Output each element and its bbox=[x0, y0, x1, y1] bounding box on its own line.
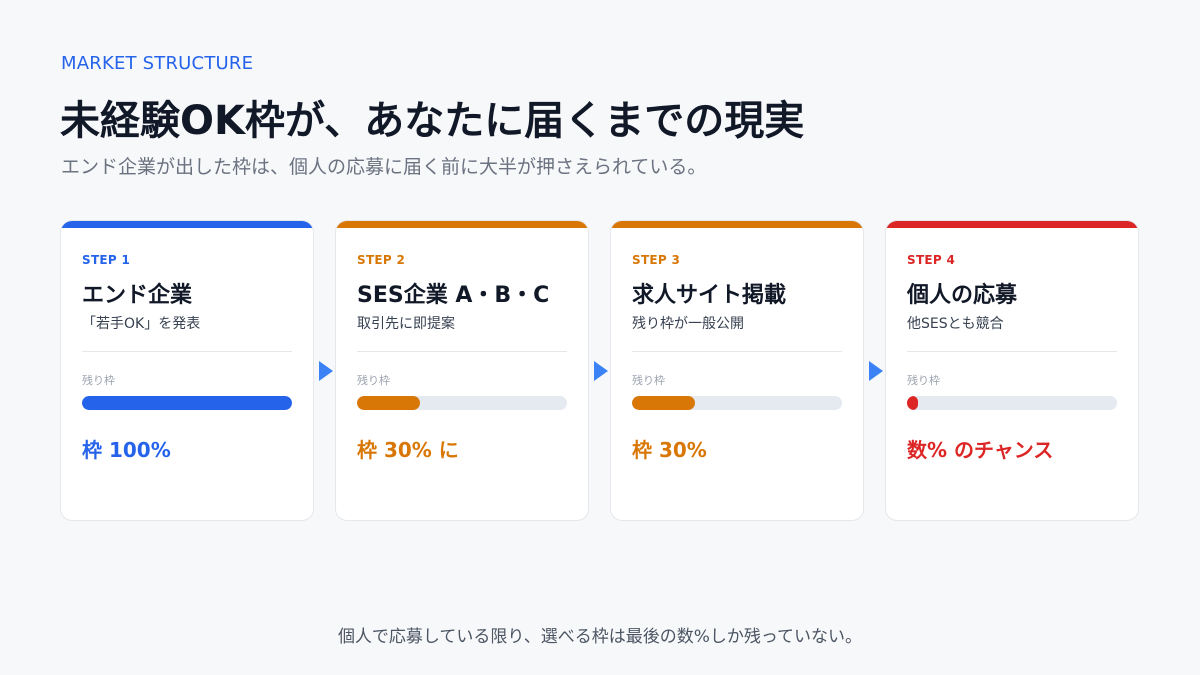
step-card-3: STEP 3 求人サイト掲載 残り枠が一般公開 残り枠 枠 30% bbox=[610, 220, 864, 521]
step-result: 数% のチャンス bbox=[907, 438, 1054, 462]
arrow-right-icon bbox=[869, 361, 883, 381]
remaining-label: 残り枠 bbox=[357, 374, 390, 387]
step-result: 枠 30% に bbox=[357, 438, 459, 462]
divider bbox=[357, 351, 567, 352]
divider bbox=[632, 351, 842, 352]
step-number: STEP 2 bbox=[357, 253, 406, 267]
divider bbox=[82, 351, 292, 352]
remaining-progress-track bbox=[82, 396, 292, 410]
card-accent-bar bbox=[61, 221, 313, 228]
step-title: 個人の応募 bbox=[907, 283, 1018, 308]
step-number: STEP 3 bbox=[632, 253, 681, 267]
remaining-progress-fill bbox=[632, 396, 695, 410]
step-number: STEP 1 bbox=[82, 253, 131, 267]
footer-note: 個人で応募している限り、選べる枠は最後の数%しか残っていない。 bbox=[337, 627, 863, 647]
step-result: 枠 100% bbox=[82, 438, 171, 462]
step-card-4: STEP 4 個人の応募 他SESとも競合 残り枠 数% のチャンス bbox=[885, 220, 1139, 521]
step-title: エンド企業 bbox=[82, 283, 193, 308]
remaining-progress-fill bbox=[82, 396, 292, 410]
step-description: 「若手OK」を発表 bbox=[82, 316, 201, 332]
remaining-progress-fill bbox=[907, 396, 918, 410]
remaining-progress-track bbox=[632, 396, 842, 410]
page-title: 未経験OK枠が、あなたに届くまでの現実 bbox=[60, 98, 805, 144]
card-accent-bar bbox=[611, 221, 863, 228]
card-accent-bar bbox=[886, 221, 1138, 228]
eyebrow-label: MARKET STRUCTURE bbox=[61, 53, 254, 74]
step-description: 他SESとも競合 bbox=[907, 316, 1004, 332]
step-result: 枠 30% bbox=[632, 438, 707, 462]
step-card-1: STEP 1 エンド企業 「若手OK」を発表 残り枠 枠 100% bbox=[60, 220, 314, 521]
arrow-right-icon bbox=[594, 361, 608, 381]
remaining-progress-fill bbox=[357, 396, 420, 410]
remaining-label: 残り枠 bbox=[82, 374, 115, 387]
card-accent-bar bbox=[336, 221, 588, 228]
arrow-right-icon bbox=[319, 361, 333, 381]
remaining-progress-track bbox=[357, 396, 567, 410]
step-description: 取引先に即提案 bbox=[357, 316, 455, 332]
step-title: SES企業 A・B・C bbox=[357, 283, 550, 308]
remaining-label: 残り枠 bbox=[632, 374, 665, 387]
page-subtitle: エンド企業が出した枠は、個人の応募に届く前に大半が押さえられている。 bbox=[61, 156, 707, 178]
step-description: 残り枠が一般公開 bbox=[632, 316, 744, 332]
remaining-label: 残り枠 bbox=[907, 374, 940, 387]
step-number: STEP 4 bbox=[907, 253, 956, 267]
step-card-2: STEP 2 SES企業 A・B・C 取引先に即提案 残り枠 枠 30% に bbox=[335, 220, 589, 521]
divider bbox=[907, 351, 1117, 352]
step-title: 求人サイト掲載 bbox=[632, 283, 787, 308]
remaining-progress-track bbox=[907, 396, 1117, 410]
